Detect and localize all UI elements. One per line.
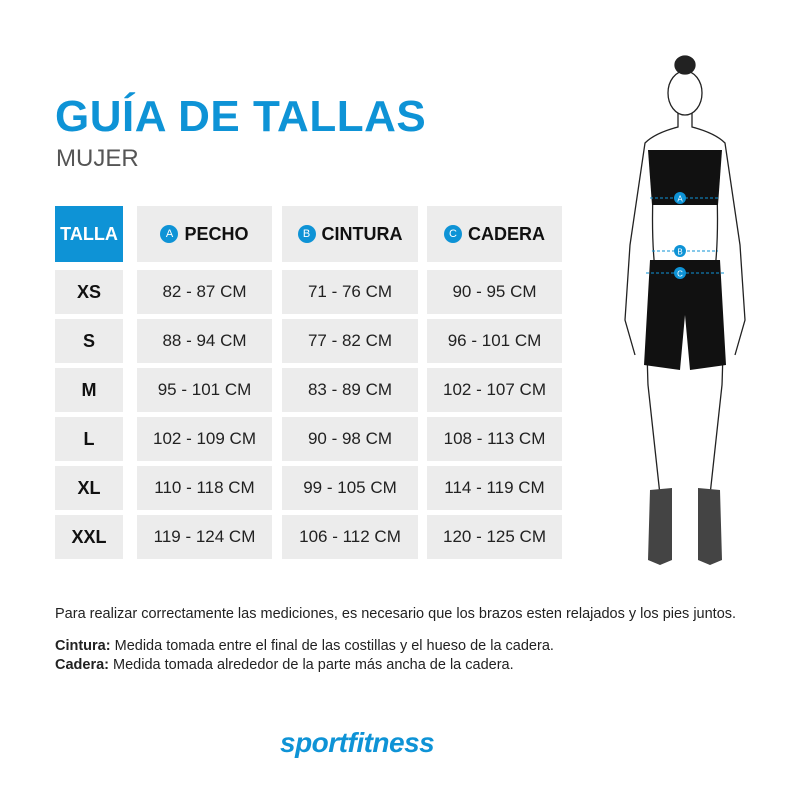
size-label: L (55, 417, 123, 461)
note-cintura-label: Cintura: (55, 638, 111, 654)
svg-text:B: B (677, 248, 682, 257)
cintura-value: 71 - 76 CM (282, 270, 418, 314)
notes-intro: Para realizar correctamente las medicion… (55, 606, 737, 622)
svg-text:A: A (677, 195, 683, 204)
cadera-value: 96 - 101 CM (427, 319, 562, 363)
cadera-value: 90 - 95 CM (427, 270, 562, 314)
marker-c: C (646, 267, 724, 279)
pecho-value: 102 - 109 CM (137, 417, 272, 461)
cadera-value: 108 - 113 CM (427, 417, 562, 461)
svg-text:C: C (677, 270, 683, 279)
note-cintura: Cintura: Medida tomada entre el final de… (55, 637, 745, 656)
size-label: XL (55, 466, 123, 510)
note-cintura-text: Medida tomada entre el final de las cost… (110, 638, 554, 654)
pecho-value: 82 - 87 CM (137, 270, 272, 314)
page-subtitle: MUJER (56, 145, 139, 172)
header-pecho: A PECHO (137, 206, 272, 262)
size-label: M (55, 368, 123, 412)
badge-a-icon: A (160, 225, 179, 243)
cadera-value: 120 - 125 CM (427, 515, 562, 559)
body-measurement-figure: A B C (624, 55, 746, 565)
header-cintura: B CINTURA (282, 206, 418, 262)
cintura-value: 90 - 98 CM (282, 417, 418, 461)
size-label: XS (55, 270, 123, 314)
size-label: XXL (55, 515, 123, 559)
size-label: S (55, 319, 123, 363)
badge-b-icon: B (297, 225, 316, 243)
header-cadera: C CADERA (427, 206, 562, 262)
note-cadera-text: Medida tomada alrededor de la parte más … (109, 657, 514, 673)
cintura-value: 106 - 112 CM (282, 515, 418, 559)
header-label: CADERA (467, 223, 545, 244)
cintura-value: 77 - 82 CM (282, 319, 418, 363)
cadera-value: 114 - 119 CM (427, 466, 562, 510)
brand-logo: sportfitness (280, 727, 435, 758)
marker-a: A (650, 192, 720, 204)
header-label: PECHO (184, 223, 249, 244)
marker-b: B (652, 245, 718, 257)
note-cadera: Cadera: Medida tomada alrededor de la pa… (55, 656, 745, 675)
pecho-value: 110 - 118 CM (137, 466, 272, 510)
pecho-value: 95 - 101 CM (137, 368, 272, 412)
measurement-notes: Para realizar correctamente las medicion… (55, 605, 745, 675)
note-cadera-label: Cadera: (55, 657, 109, 673)
pecho-value: 119 - 124 CM (137, 515, 272, 559)
badge-c-icon: C (443, 225, 462, 243)
pecho-value: 88 - 94 CM (137, 319, 272, 363)
cintura-value: 83 - 89 CM (282, 368, 418, 412)
header-label: TALLA (60, 223, 118, 244)
header-label: CINTURA (321, 223, 403, 244)
cadera-value: 102 - 107 CM (427, 368, 562, 412)
page-title: GUÍA DE TALLAS (55, 92, 427, 141)
header-talla: TALLA (55, 206, 123, 262)
cintura-value: 99 - 105 CM (282, 466, 418, 510)
